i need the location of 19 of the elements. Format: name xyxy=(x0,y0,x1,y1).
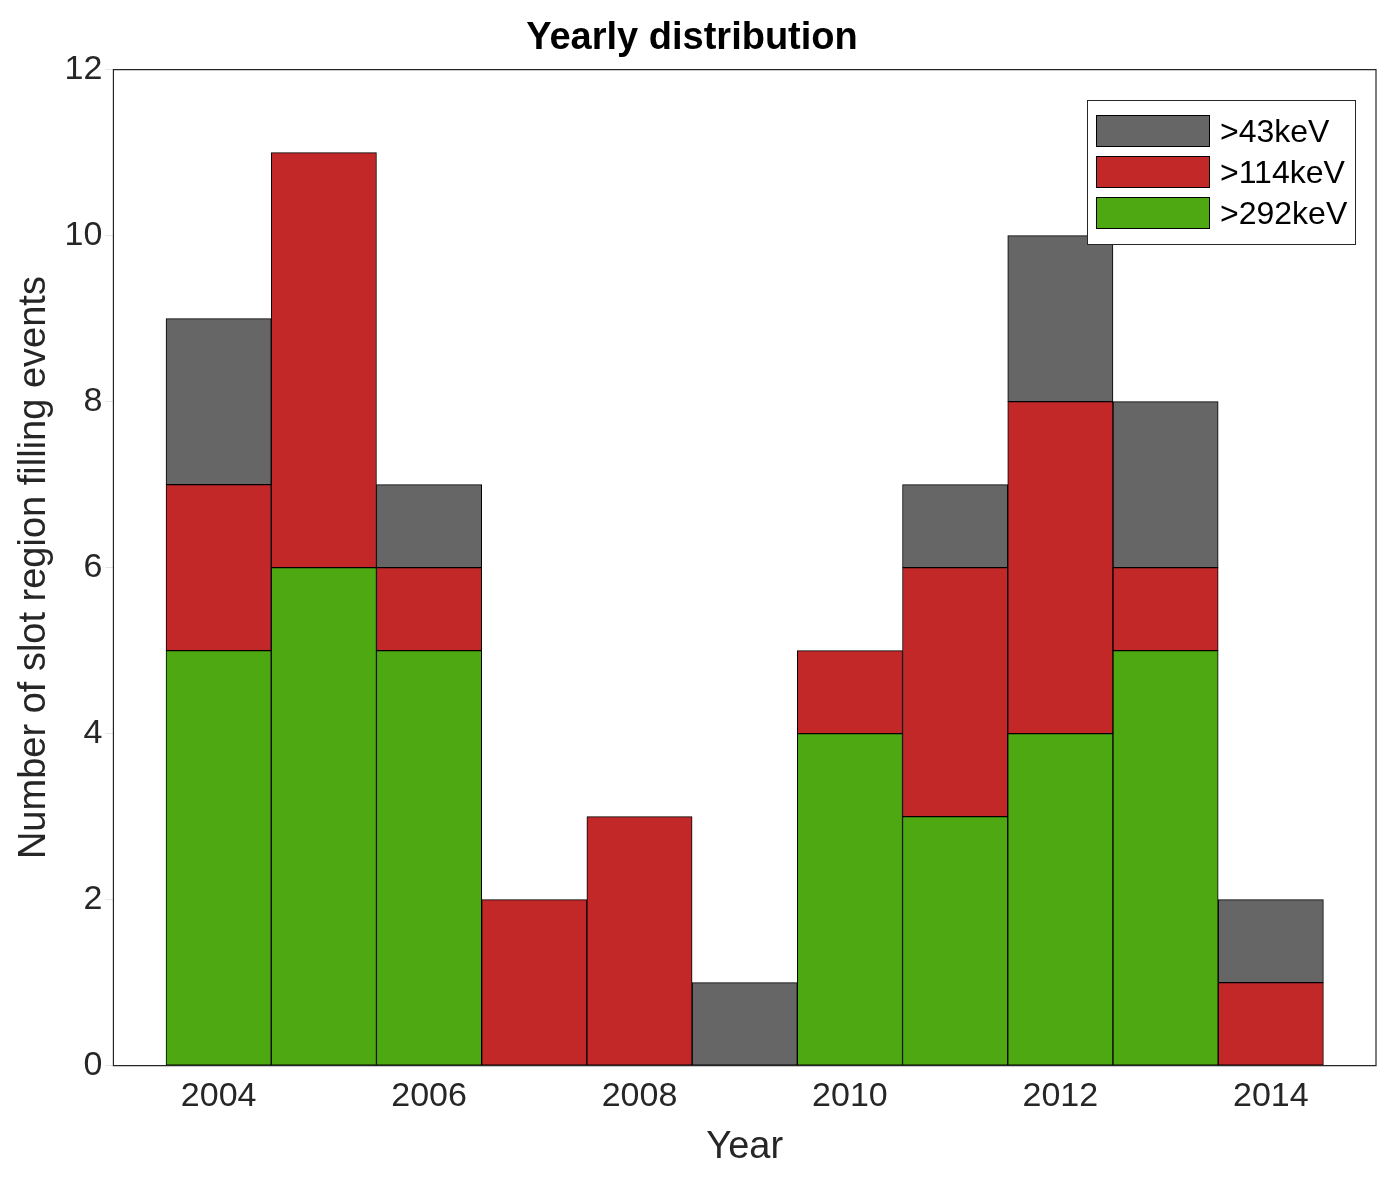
x-tick-label: 2006 xyxy=(391,1075,467,1114)
legend-label: >292keV xyxy=(1220,194,1348,232)
x-tick-label: 2008 xyxy=(601,1075,678,1114)
y-tick-label: 8 xyxy=(83,379,103,418)
y-tick-label: 6 xyxy=(83,545,103,584)
legend-label: >114keV xyxy=(1220,153,1345,191)
y-tick-label: 2 xyxy=(83,877,103,916)
y-tick-label: 12 xyxy=(64,47,103,86)
y-tick-label: 10 xyxy=(64,213,103,252)
x-tick-label: 2010 xyxy=(812,1075,888,1114)
y-tick-label: 4 xyxy=(83,711,103,750)
x-tick-label: 2012 xyxy=(1022,1075,1099,1114)
x-axis-title: Year xyxy=(706,1123,784,1166)
x-tick-label: 2004 xyxy=(180,1075,257,1114)
y-tick-label: 0 xyxy=(83,1043,103,1082)
x-tick-label: 2014 xyxy=(1232,1075,1309,1114)
y-axis-title: Number of slot region filling events xyxy=(11,276,54,860)
legend-label: >43keV xyxy=(1220,112,1330,150)
chart-title: Yearly distribution xyxy=(526,15,858,58)
